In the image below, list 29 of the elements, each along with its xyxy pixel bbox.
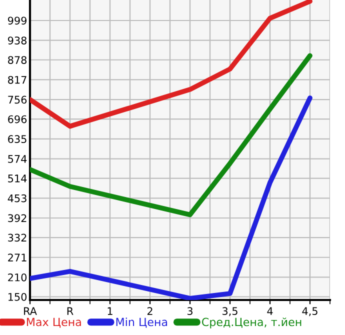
y-tick-label: 150 [8,292,27,301]
legend-label: Сред.Цена, т.йен [202,318,302,328]
x-tick-label: 1 [108,307,112,315]
y-tick-label: 696 [8,115,27,124]
line-series [30,96,312,300]
y-tick-label: 271 [8,254,26,262]
x-tick-label: RA [24,307,37,315]
line-series [30,0,312,129]
y-tick-label: 392 [8,214,26,222]
y-tick-label: 878 [8,56,27,64]
y-tick-label: 999 [8,16,26,25]
y-tick-label: 514 [8,174,27,182]
legend-label: Min Цена [116,318,168,328]
line-series [30,53,312,218]
x-tick-label: 4 [267,307,273,315]
y-tick-label: 635 [8,135,26,144]
y-tick-label: 756 [8,96,27,104]
x-tick-label: 2 [147,307,152,315]
y-tick-label: 817 [8,76,26,84]
y-tick-label: 574 [8,155,27,163]
x-tick-label: 4,5 [302,307,318,316]
x-tick-label: 3,5 [222,307,238,316]
y-tick-label: 332 [8,234,26,242]
x-tick-label: 3 [187,307,192,316]
x-tick-label: R [67,307,74,315]
y-tick-label: 938 [8,36,27,44]
y-tick-label: 453 [8,194,26,202]
y-tick-label: 210 [8,273,27,282]
legend-label: Max Цена [26,318,81,328]
